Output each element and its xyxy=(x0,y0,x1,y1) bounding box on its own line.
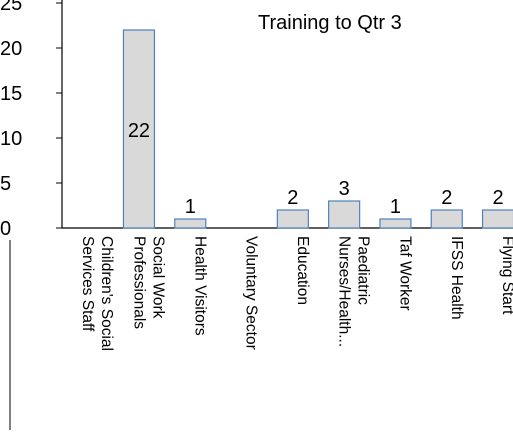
bar xyxy=(481,209,513,229)
bar xyxy=(430,209,463,229)
bar xyxy=(276,209,309,229)
y-tick-label: 25 xyxy=(0,0,22,15)
y-axis-ticks: 0 5 10 15 20 25 xyxy=(0,0,62,240)
bar xyxy=(328,200,361,229)
chart-title: Training to Qtr 3 xyxy=(258,12,402,34)
category-label: Health Visitors xyxy=(191,236,208,336)
category-label: IFSS Health xyxy=(448,236,465,320)
category-label: Paediatric xyxy=(355,236,372,305)
bar xyxy=(379,218,412,229)
category-label: Services Staff xyxy=(79,236,96,332)
category-label: Nurses/Health... xyxy=(336,236,353,347)
y-tick-label: 0 xyxy=(0,218,11,240)
data-label: 1 xyxy=(390,196,401,218)
data-label: 1 xyxy=(185,196,196,218)
category-label: Voluntary Sector xyxy=(243,236,260,350)
y-tick-label: 15 xyxy=(0,83,22,105)
data-label: 3 xyxy=(339,178,350,200)
y-tick-label: 20 xyxy=(0,38,22,60)
category-label: Professionals xyxy=(130,236,147,329)
category-label: Flying Start xyxy=(499,236,513,315)
data-label: 2 xyxy=(287,187,298,209)
data-label: 22 xyxy=(128,120,150,142)
category-label: Taf Worker xyxy=(396,236,413,311)
category-label: Education xyxy=(294,236,311,305)
category-label: Children's Social xyxy=(98,236,115,351)
y-tick-label: 10 xyxy=(0,128,22,150)
bar xyxy=(174,218,207,229)
bar xyxy=(122,29,156,229)
bars-group xyxy=(122,29,513,229)
category-label: Social Work xyxy=(149,236,166,319)
data-labels: 221 2 31 2 2 xyxy=(128,120,504,218)
data-label: 2 xyxy=(441,187,452,209)
y-tick-label: 5 xyxy=(0,173,11,195)
data-label: 2 xyxy=(492,187,503,209)
